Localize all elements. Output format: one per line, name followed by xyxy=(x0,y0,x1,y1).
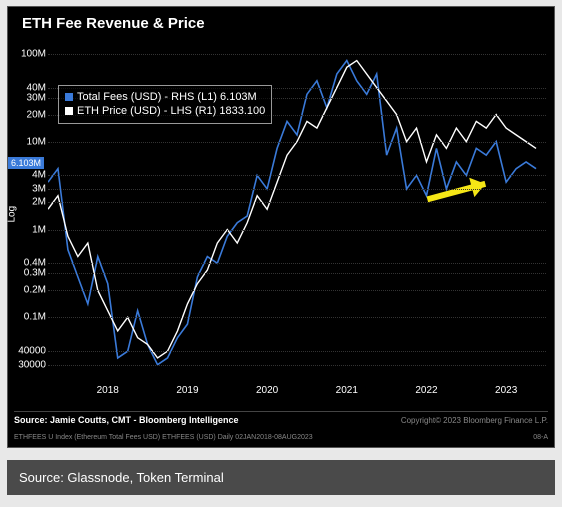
chart-footer-source: Source: Jamie Coutts, CMT - Bloomberg In… xyxy=(14,415,239,425)
y-tick-label: 30M xyxy=(27,92,46,103)
y-tick-label: 0.1M xyxy=(24,312,46,323)
chart-footer-date: 08-A xyxy=(533,434,548,441)
current-value-badge: 6.103M xyxy=(8,157,44,169)
x-axis: 2018 2019 2020 2021 2022 2023 xyxy=(48,385,546,401)
legend-swatch xyxy=(65,107,73,115)
source-attribution-bar: Source: Glassnode, Token Terminal xyxy=(7,460,555,495)
y-tick-label: 40000 xyxy=(18,346,46,357)
gridline xyxy=(48,175,546,176)
gridline xyxy=(48,263,546,264)
legend-label: Total Fees (USD) - RHS (L1) 6.103M xyxy=(77,90,257,104)
x-tick-label: 2023 xyxy=(495,385,517,396)
gridline xyxy=(48,273,546,274)
legend-swatch xyxy=(65,93,73,101)
gridline xyxy=(48,142,546,143)
legend-item: ETH Price (USD) - LHS (R1) 1833.100 xyxy=(65,104,265,118)
gridline xyxy=(48,202,546,203)
y-tick-label: 10M xyxy=(27,136,46,147)
y-tick-label: 0.2M xyxy=(24,285,46,296)
y-tick-label: 4M xyxy=(32,170,46,181)
x-tick-label: 2020 xyxy=(256,385,278,396)
y-axis-left: 100M40M30M20M10M4M3M2M1M0.4M0.3M0.2M0.1M… xyxy=(8,47,48,385)
x-tick-label: 2022 xyxy=(415,385,437,396)
x-tick-label: 2021 xyxy=(336,385,358,396)
x-tick-label: 2019 xyxy=(176,385,198,396)
chart-footer-code: ETHFEES U Index (Ethereum Total Fees USD… xyxy=(14,434,313,441)
legend-item: Total Fees (USD) - RHS (L1) 6.103M xyxy=(65,90,265,104)
y-tick-label: 30000 xyxy=(18,359,46,370)
chart-footer-row: Source: Jamie Coutts, CMT - Bloomberg In… xyxy=(14,411,548,425)
gridline xyxy=(48,54,546,55)
y-tick-label: 0.3M xyxy=(24,268,46,279)
y-tick-label: 2M xyxy=(32,197,46,208)
chart-title: ETH Fee Revenue & Price xyxy=(22,15,205,32)
gridline xyxy=(48,317,546,318)
gridline xyxy=(48,351,546,352)
y-tick-label: 3M xyxy=(32,183,46,194)
gridline xyxy=(48,189,546,190)
x-tick-label: 2018 xyxy=(97,385,119,396)
legend-box: Total Fees (USD) - RHS (L1) 6.103METH Pr… xyxy=(58,85,272,124)
y-tick-label: 1M xyxy=(32,224,46,235)
chart-footer-copyright: Copyright© 2023 Bloomberg Finance L.P. xyxy=(401,416,548,425)
y-tick-label: 100M xyxy=(21,48,46,59)
legend-label: ETH Price (USD) - LHS (R1) 1833.100 xyxy=(77,104,265,118)
gridline xyxy=(48,230,546,231)
gridline xyxy=(48,365,546,366)
gridline xyxy=(48,290,546,291)
chart-container: ETH Fee Revenue & Price Log 100M40M30M20… xyxy=(7,6,555,448)
y-tick-label: 20M xyxy=(27,109,46,120)
